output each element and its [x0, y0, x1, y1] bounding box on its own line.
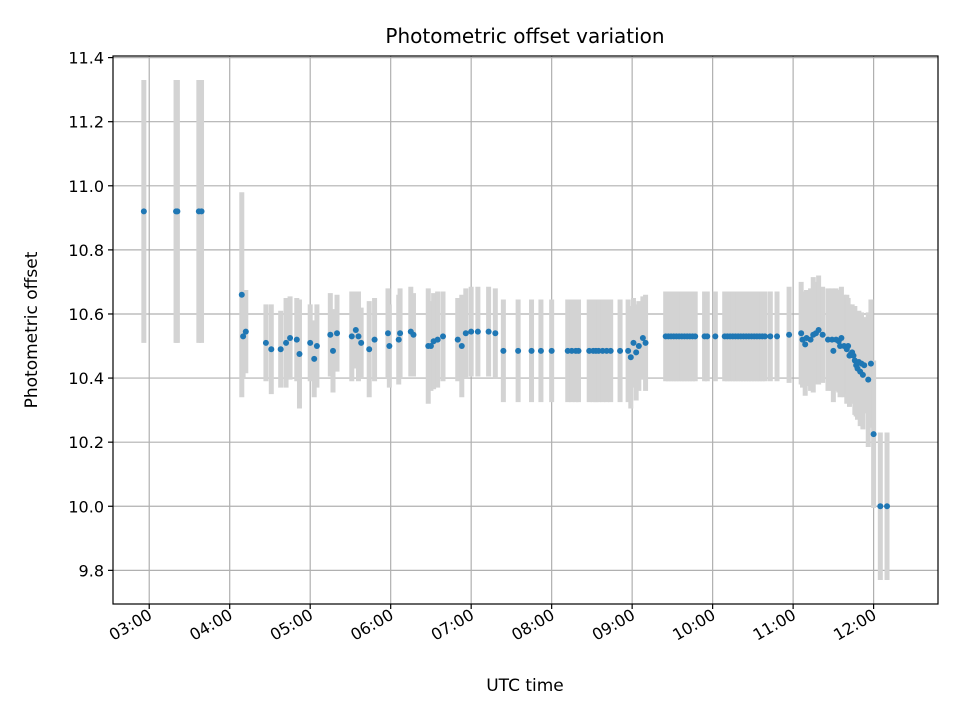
data-point [528, 347, 535, 354]
data-point [334, 330, 341, 337]
data-point [767, 333, 774, 340]
data-point [296, 351, 303, 358]
data-point [440, 333, 446, 340]
data-point [548, 347, 555, 354]
y-axis-ticks: 9.8 10.0 10.2 10.4 10.6 10.8 11.0 11.2 11.4 [68, 49, 113, 580]
data-point [786, 331, 793, 338]
data-point [327, 331, 334, 338]
data-point [468, 328, 475, 335]
data-point [454, 336, 461, 343]
y-tick-label: 10.2 [68, 433, 104, 452]
data-point [458, 343, 465, 350]
data-point [174, 208, 181, 215]
data-point [838, 335, 845, 342]
data-point [642, 339, 649, 346]
data-point [850, 352, 857, 359]
data-point [313, 343, 320, 350]
data-point [474, 328, 481, 335]
data-point [293, 336, 300, 343]
data-point [830, 347, 837, 354]
data-point [358, 339, 365, 346]
data-point [311, 355, 318, 362]
data-point [639, 335, 646, 342]
y-tick-label: 11.0 [68, 177, 104, 196]
data-point [865, 376, 872, 383]
data-point [386, 343, 393, 350]
data-point [140, 208, 147, 215]
y-tick-label: 10.6 [68, 305, 104, 324]
data-point [348, 333, 355, 340]
data-point [575, 347, 582, 354]
data-point [635, 343, 642, 350]
data-point [366, 346, 373, 353]
data-points [140, 208, 891, 510]
data-point [330, 347, 336, 354]
data-point [712, 333, 719, 340]
data-point [627, 354, 634, 361]
y-tick-label: 11.2 [68, 113, 104, 132]
y-tick-label: 11.4 [68, 49, 104, 68]
data-point [277, 346, 284, 353]
y-tick-label: 10.8 [68, 241, 104, 260]
data-point [861, 362, 868, 369]
data-point [774, 333, 781, 340]
data-point [802, 341, 809, 348]
data-point [859, 371, 866, 378]
plot-frame [112, 55, 939, 605]
data-point [395, 336, 402, 343]
data-point [704, 333, 711, 340]
data-point [485, 328, 492, 335]
data-point [355, 333, 362, 340]
data-point [815, 327, 822, 333]
y-tick-label: 10.0 [68, 497, 104, 516]
data-point [371, 336, 378, 343]
data-point [761, 333, 768, 340]
data-point [307, 339, 314, 346]
data-point [427, 343, 434, 350]
data-point [884, 503, 891, 510]
data-point [867, 360, 874, 367]
data-point [515, 347, 522, 354]
y-tick-label: 10.4 [68, 369, 104, 388]
data-point [283, 339, 290, 346]
data-point [198, 208, 205, 215]
data-point [397, 330, 404, 337]
data-point [870, 431, 877, 438]
data-point [630, 339, 637, 346]
data-point [692, 333, 699, 340]
y-axis-label: Photometric offset [22, 251, 42, 408]
data-point [262, 339, 269, 346]
data-point [845, 343, 852, 350]
data-point [268, 346, 275, 353]
data-point [385, 330, 391, 337]
data-point [462, 330, 469, 337]
data-point [633, 349, 640, 356]
data-point [238, 291, 245, 298]
data-point [287, 335, 294, 342]
data-point [537, 347, 544, 354]
data-point [410, 331, 417, 338]
data-point [434, 336, 441, 343]
data-point [500, 347, 507, 354]
data-point [625, 347, 632, 354]
data-point [877, 503, 884, 510]
data-point [807, 336, 814, 343]
data-point [819, 331, 826, 338]
y-tick-label: 9.8 [79, 561, 104, 580]
chart-title: Photometric offset variation [385, 24, 664, 48]
data-point [798, 330, 805, 337]
data-point [242, 328, 249, 335]
data-point [607, 347, 614, 354]
x-axis-label: UTC time [486, 676, 564, 696]
data-point [352, 327, 359, 333]
data-point [492, 330, 499, 337]
data-point [240, 333, 247, 340]
data-point [617, 347, 624, 354]
